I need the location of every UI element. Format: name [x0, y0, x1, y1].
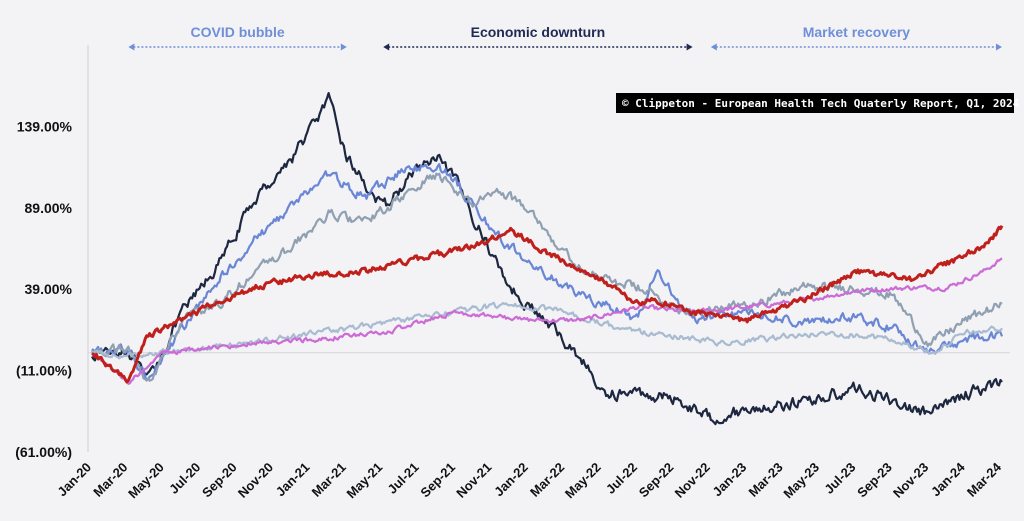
y-tick-label: 39.00% — [25, 281, 73, 297]
series-lines — [90, 91, 1004, 426]
period-label: COVID bubble — [191, 24, 285, 40]
period-annotations: COVID bubble Economic downturn Market reco… — [128, 24, 1002, 51]
arrowhead-right — [340, 43, 347, 51]
y-axis-ticks: 139.00% 89.00% 39.00% (11.00%) (61.00%) — [15, 118, 72, 460]
series-line — [91, 163, 1004, 381]
period-label: Economic downturn — [471, 24, 606, 40]
arrowhead-right — [996, 43, 1002, 51]
y-tick-label: 139.00% — [17, 118, 73, 134]
y-tick-label: (61.00%) — [15, 444, 72, 460]
arrowhead-left — [383, 43, 390, 51]
arrowhead-left — [710, 43, 717, 51]
y-tick-label: (11.00%) — [16, 363, 72, 379]
y-tick-label: 89.00% — [25, 200, 73, 216]
series-line — [90, 172, 1003, 382]
source-note-box: © Clippeton - European Health Tech Quate… — [616, 93, 1020, 113]
source-note-text: © Clippeton - European Health Tech Quate… — [622, 97, 1020, 110]
series-line — [91, 225, 1004, 384]
period-label: Market recovery — [803, 24, 911, 40]
arrowhead-right — [686, 43, 693, 51]
series-line — [91, 301, 1003, 360]
series-line — [91, 257, 1003, 385]
arrowhead-left — [128, 43, 135, 51]
